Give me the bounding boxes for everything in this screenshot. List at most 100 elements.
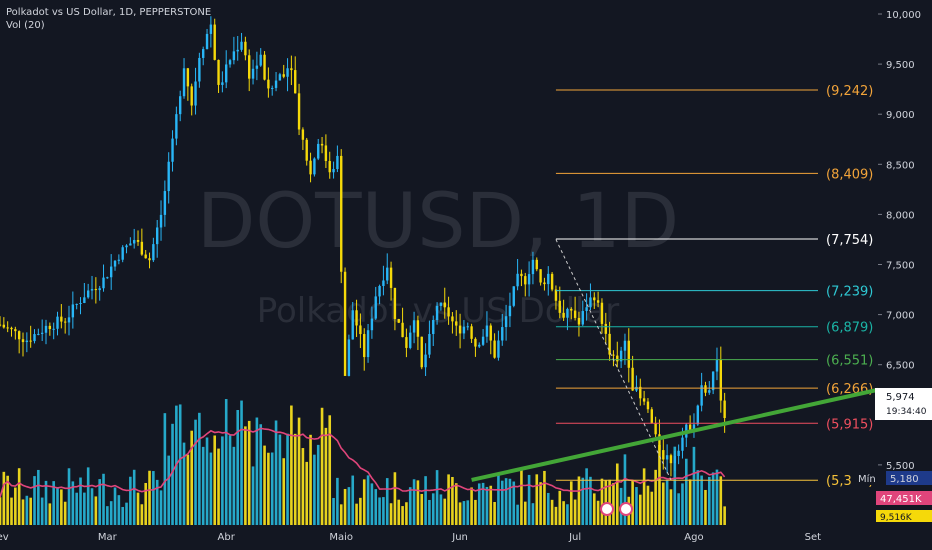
candle-body: [186, 68, 190, 87]
chart-legend: Polkadot vs US Dollar, 1D, PEPPERSTONE V…: [6, 6, 211, 32]
candle-body: [232, 51, 236, 61]
candle-body: [451, 316, 454, 322]
candle-body: [90, 289, 94, 291]
candle-body: [547, 273, 550, 285]
candle-body: [286, 68, 289, 77]
price-levels: (9,242) (8,409) (7,754) (7,239) (6,879) (6,55…: [555, 84, 873, 489]
volume-bar: [374, 489, 378, 525]
volume-bar: [301, 448, 305, 525]
x-axis[interactable]: Fev Mar Abr Maio Jun Jul Ago Set: [0, 532, 821, 543]
candle-body: [144, 254, 147, 259]
flag-us-icon-2[interactable]: [619, 502, 633, 516]
candle-body: [715, 359, 719, 372]
volume-bar: [90, 488, 94, 525]
volume-value: 47,451K: [880, 494, 922, 505]
volume-bar: [612, 483, 615, 525]
volume-bar: [596, 500, 600, 525]
volume-bar: [397, 499, 401, 525]
candle-body: [33, 334, 36, 342]
candle-body: [577, 317, 581, 325]
volume-bar: [569, 481, 573, 525]
candle-body: [428, 334, 431, 355]
volume-bar: [6, 475, 9, 525]
volume-bar: [132, 469, 136, 525]
candle-body: [2, 324, 6, 328]
candle-body: [497, 340, 500, 358]
volume-ma-line: [0, 427, 726, 498]
candle-body: [370, 318, 374, 331]
candle-body: [642, 398, 646, 402]
y-axis[interactable]: 5,0005,5006,0006,5007,0007,5008,0008,500…: [878, 10, 921, 522]
volume-bar: [167, 455, 170, 525]
candle-body: [301, 129, 305, 140]
candle-body: [386, 267, 389, 281]
candle-body: [470, 326, 473, 339]
level-label: (5,915): [826, 417, 873, 432]
candle-body: [558, 300, 561, 313]
volume-bar: [573, 499, 577, 525]
candle-body: [573, 310, 577, 318]
volume-bar: [546, 492, 550, 525]
candle-body: [94, 289, 98, 291]
candle-body: [589, 297, 592, 308]
candle-body: [508, 305, 512, 317]
candle-body: [474, 338, 477, 347]
candle-body: [366, 330, 370, 358]
candle-body: [550, 273, 554, 290]
event-flags[interactable]: [600, 502, 633, 516]
candle-body: [554, 289, 558, 301]
candle-body: [723, 400, 726, 419]
candle-body: [708, 390, 711, 393]
candle-body: [267, 79, 270, 89]
candle-body: [604, 323, 607, 334]
candle-body: [175, 114, 178, 139]
volume-bar: [67, 468, 71, 525]
volume-bar: [696, 470, 700, 525]
volume-bar: [347, 487, 351, 525]
volume-bar: [171, 423, 174, 525]
volume-bar: [205, 437, 209, 525]
volume-bar: [163, 413, 167, 525]
volume-bar: [562, 501, 565, 525]
candle-body: [458, 325, 462, 334]
symbol-title[interactable]: Polkadot vs US Dollar, 1D, PEPPERSTONE: [6, 7, 212, 18]
candle-body: [6, 327, 9, 329]
volume-bar: [370, 483, 374, 525]
candle-body: [669, 455, 673, 464]
volume-legend[interactable]: Vol (20): [6, 20, 45, 31]
candle-body: [132, 240, 136, 244]
trendline[interactable]: [471, 387, 879, 482]
volume-bar: [305, 461, 309, 525]
volume-bar: [332, 498, 335, 525]
volume-bar: [539, 482, 542, 525]
candle-body: [692, 424, 696, 431]
volume-bar: [228, 435, 232, 525]
min-volume-label: Mín 5,180: [852, 471, 932, 485]
volume-bar: [654, 469, 657, 525]
candle-body: [662, 450, 665, 460]
candle-body: [424, 354, 427, 368]
volume-bar: [474, 499, 477, 525]
candle-body: [539, 269, 542, 283]
volume-bar: [359, 497, 362, 525]
candle-body: [309, 160, 312, 175]
candle-body: [328, 161, 331, 173]
candle-body: [462, 326, 466, 334]
volume-bar: [355, 503, 358, 525]
volume-bar: [669, 489, 673, 525]
volume-bar: [677, 493, 680, 525]
y-tick-label: 8,000: [886, 210, 915, 221]
volume-bar: [201, 446, 205, 525]
candle-body: [501, 327, 504, 341]
volume-bar: [615, 463, 619, 525]
volume-bar: [83, 492, 86, 525]
current-price-label: 5,974 19:34:40: [875, 388, 932, 420]
flag-us-icon[interactable]: [600, 502, 614, 516]
volume-bar: [33, 476, 36, 525]
volume-bar: [351, 475, 355, 525]
volume-bar: [451, 476, 454, 525]
candle-body: [688, 424, 692, 431]
candle-body: [543, 282, 546, 285]
volume-bar: [527, 474, 531, 525]
